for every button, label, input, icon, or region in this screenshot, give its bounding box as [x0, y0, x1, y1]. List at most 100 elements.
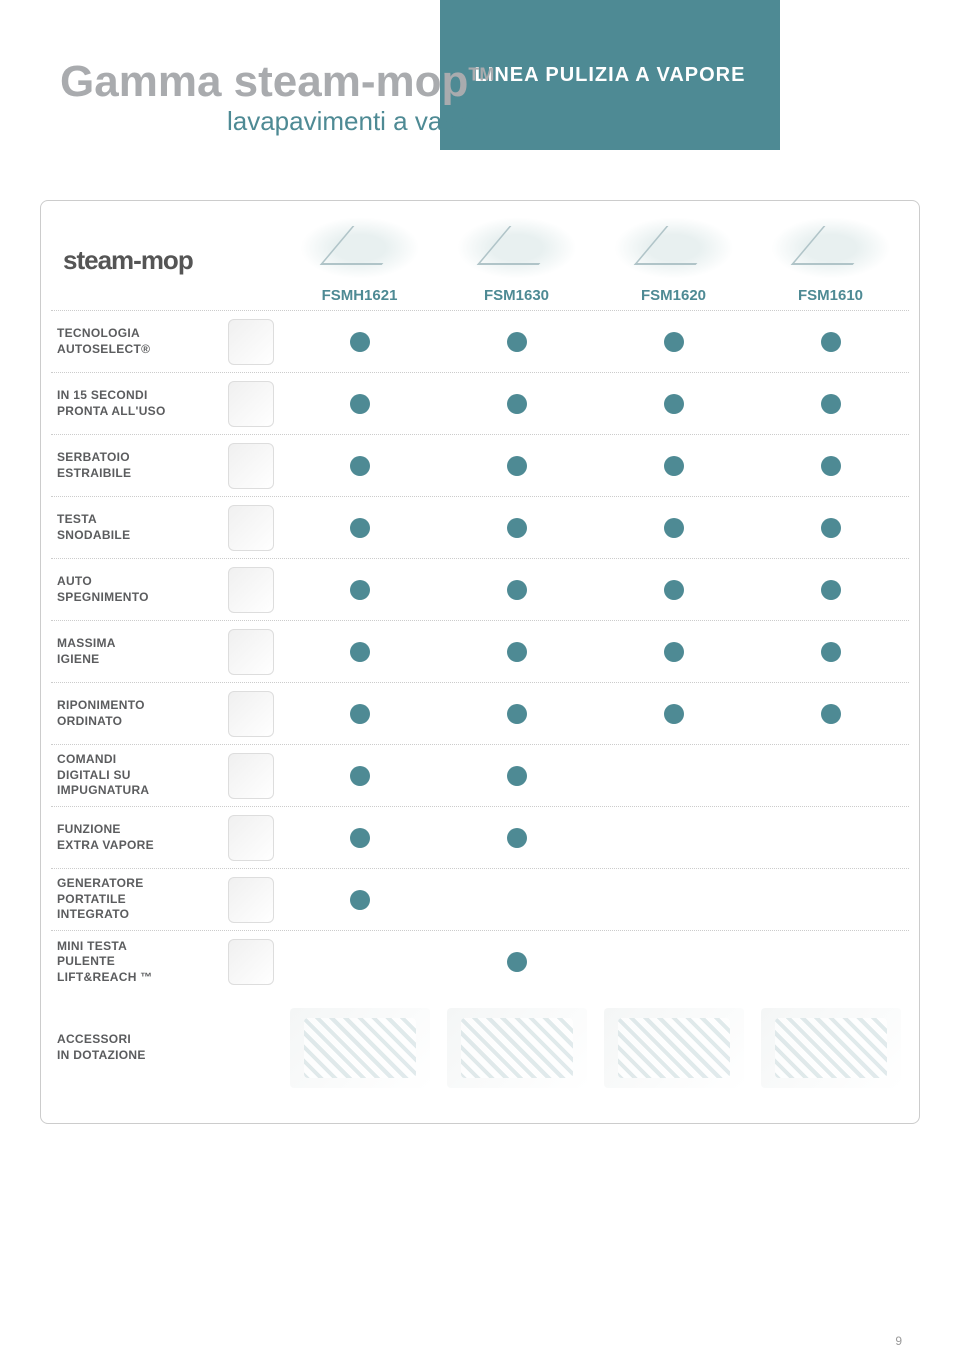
col-header-1: FSM1630: [438, 217, 595, 304]
feature-data-cols: [281, 332, 909, 352]
feature-label: GENERATOREPORTATILEINTEGRATO: [51, 876, 221, 923]
feature-cell: [281, 580, 438, 600]
feature-label: AUTOSPEGNIMENTO: [51, 574, 221, 605]
feature-cell: [438, 332, 595, 352]
feature-data-cols: [281, 952, 909, 972]
feature-cell: [281, 766, 438, 786]
feature-dot-icon: [350, 766, 370, 786]
page-subtitle: lavapavimenti a vapore: [60, 106, 494, 137]
feature-dot-icon: [507, 704, 527, 724]
feature-label-line: PRONTA ALL'USO: [57, 404, 221, 420]
feature-cell: [752, 952, 909, 972]
col-header-0: FSMH1621: [281, 217, 438, 304]
column-headers: FSMH1621 FSM1630 FSM1620 FSM1610: [281, 217, 909, 304]
feature-data-cols: [281, 642, 909, 662]
feature-cell: [438, 766, 595, 786]
feature-cell: [595, 456, 752, 476]
feature-data-cols: [281, 394, 909, 414]
feature-dot-icon: [664, 518, 684, 538]
feature-dot-icon: [507, 828, 527, 848]
feature-thumb-icon: [228, 381, 274, 427]
feature-label: FUNZIONEEXTRA VAPORE: [51, 822, 221, 853]
feature-thumb-icon: [228, 567, 274, 613]
acc-line-1: IN DOTAZIONE: [57, 1048, 221, 1064]
feature-cell: [281, 642, 438, 662]
feature-cell: [595, 828, 752, 848]
feature-dot-icon: [350, 518, 370, 538]
product-image-3: [771, 217, 891, 279]
feature-thumb-icon: [228, 877, 274, 923]
feature-data-cols: [281, 456, 909, 476]
feature-label-line: COMANDI: [57, 752, 221, 768]
feature-icon-cell: [221, 381, 281, 427]
page-title-block: Gamma steam-mopTM lavapavimenti a vapore: [60, 60, 494, 137]
feature-cell: [438, 580, 595, 600]
feature-cell: [595, 642, 752, 662]
feature-label-line: LIFT&REACH ™: [57, 970, 221, 986]
feature-dot-icon: [664, 580, 684, 600]
feature-row: IN 15 SECONDIPRONTA ALL'USO: [51, 373, 909, 435]
product-image-2: [614, 217, 734, 279]
feature-cell: [595, 518, 752, 538]
feature-label-line: ORDINATO: [57, 714, 221, 730]
feature-label-line: EXTRA VAPORE: [57, 838, 221, 854]
feature-dot-icon: [507, 766, 527, 786]
feature-dot-icon: [821, 642, 841, 662]
feature-thumb-icon: [228, 629, 274, 675]
feature-dot-icon: [350, 580, 370, 600]
feature-thumb-icon: [228, 939, 274, 985]
feature-icon-cell: [221, 629, 281, 675]
feature-cell: [281, 456, 438, 476]
feature-label-line: SNODABILE: [57, 528, 221, 544]
accessories-label: ACCESSORI IN DOTAZIONE: [51, 1032, 221, 1063]
feature-label-line: AUTO: [57, 574, 221, 590]
feature-cell: [281, 704, 438, 724]
feature-dot-icon: [821, 332, 841, 352]
feature-icon-cell: [221, 691, 281, 737]
feature-label-line: AUTOSELECT®: [57, 342, 221, 358]
feature-label-line: GENERATORE: [57, 876, 221, 892]
feature-dot-icon: [664, 704, 684, 724]
feature-cell: [752, 518, 909, 538]
acc-line-0: ACCESSORI: [57, 1032, 221, 1048]
feature-row: FUNZIONEEXTRA VAPORE: [51, 807, 909, 869]
feature-icon-cell: [221, 815, 281, 861]
feature-icon-cell: [221, 319, 281, 365]
feature-icon-cell: [221, 567, 281, 613]
feature-label-line: TECNOLOGIA: [57, 326, 221, 342]
feature-cell: [595, 580, 752, 600]
feature-dot-icon: [507, 580, 527, 600]
feature-row: COMANDIDIGITALI SUIMPUGNATURA: [51, 745, 909, 807]
feature-label-line: INTEGRATO: [57, 907, 221, 923]
feature-cell: [438, 642, 595, 662]
feature-cell: [752, 828, 909, 848]
feature-icon-cell: [221, 877, 281, 923]
feature-label-line: MINI TESTA: [57, 939, 221, 955]
title-text: Gamma steam-mop: [60, 57, 468, 106]
feature-dot-icon: [664, 456, 684, 476]
feature-cell: [595, 704, 752, 724]
feature-dot-icon: [350, 890, 370, 910]
feature-label-line: DIGITALI SU: [57, 768, 221, 784]
accessory-cell-1: [438, 1008, 595, 1088]
feature-dot-icon: [350, 394, 370, 414]
table-header-row: steam-mop FSMH1621 FSM1630 FSM1620 FSM16…: [51, 211, 909, 311]
feature-data-cols: [281, 890, 909, 910]
product-image-0: [300, 217, 420, 279]
feature-label: COMANDIDIGITALI SUIMPUGNATURA: [51, 752, 221, 799]
feature-data-cols: [281, 704, 909, 724]
feature-dot-icon: [664, 394, 684, 414]
comparison-table: steam-mop FSMH1621 FSM1630 FSM1620 FSM16…: [40, 200, 920, 1124]
feature-cell: [752, 456, 909, 476]
feature-cell: [595, 394, 752, 414]
feature-cell: [752, 580, 909, 600]
accessory-cell-0: [281, 1008, 438, 1088]
feature-dot-icon: [821, 704, 841, 724]
feature-cell: [438, 704, 595, 724]
feature-cell: [595, 332, 752, 352]
feature-row: TESTASNODABILE: [51, 497, 909, 559]
product-image-1: [457, 217, 577, 279]
feature-dot-icon: [507, 332, 527, 352]
feature-cell: [752, 332, 909, 352]
feature-dot-icon: [350, 828, 370, 848]
